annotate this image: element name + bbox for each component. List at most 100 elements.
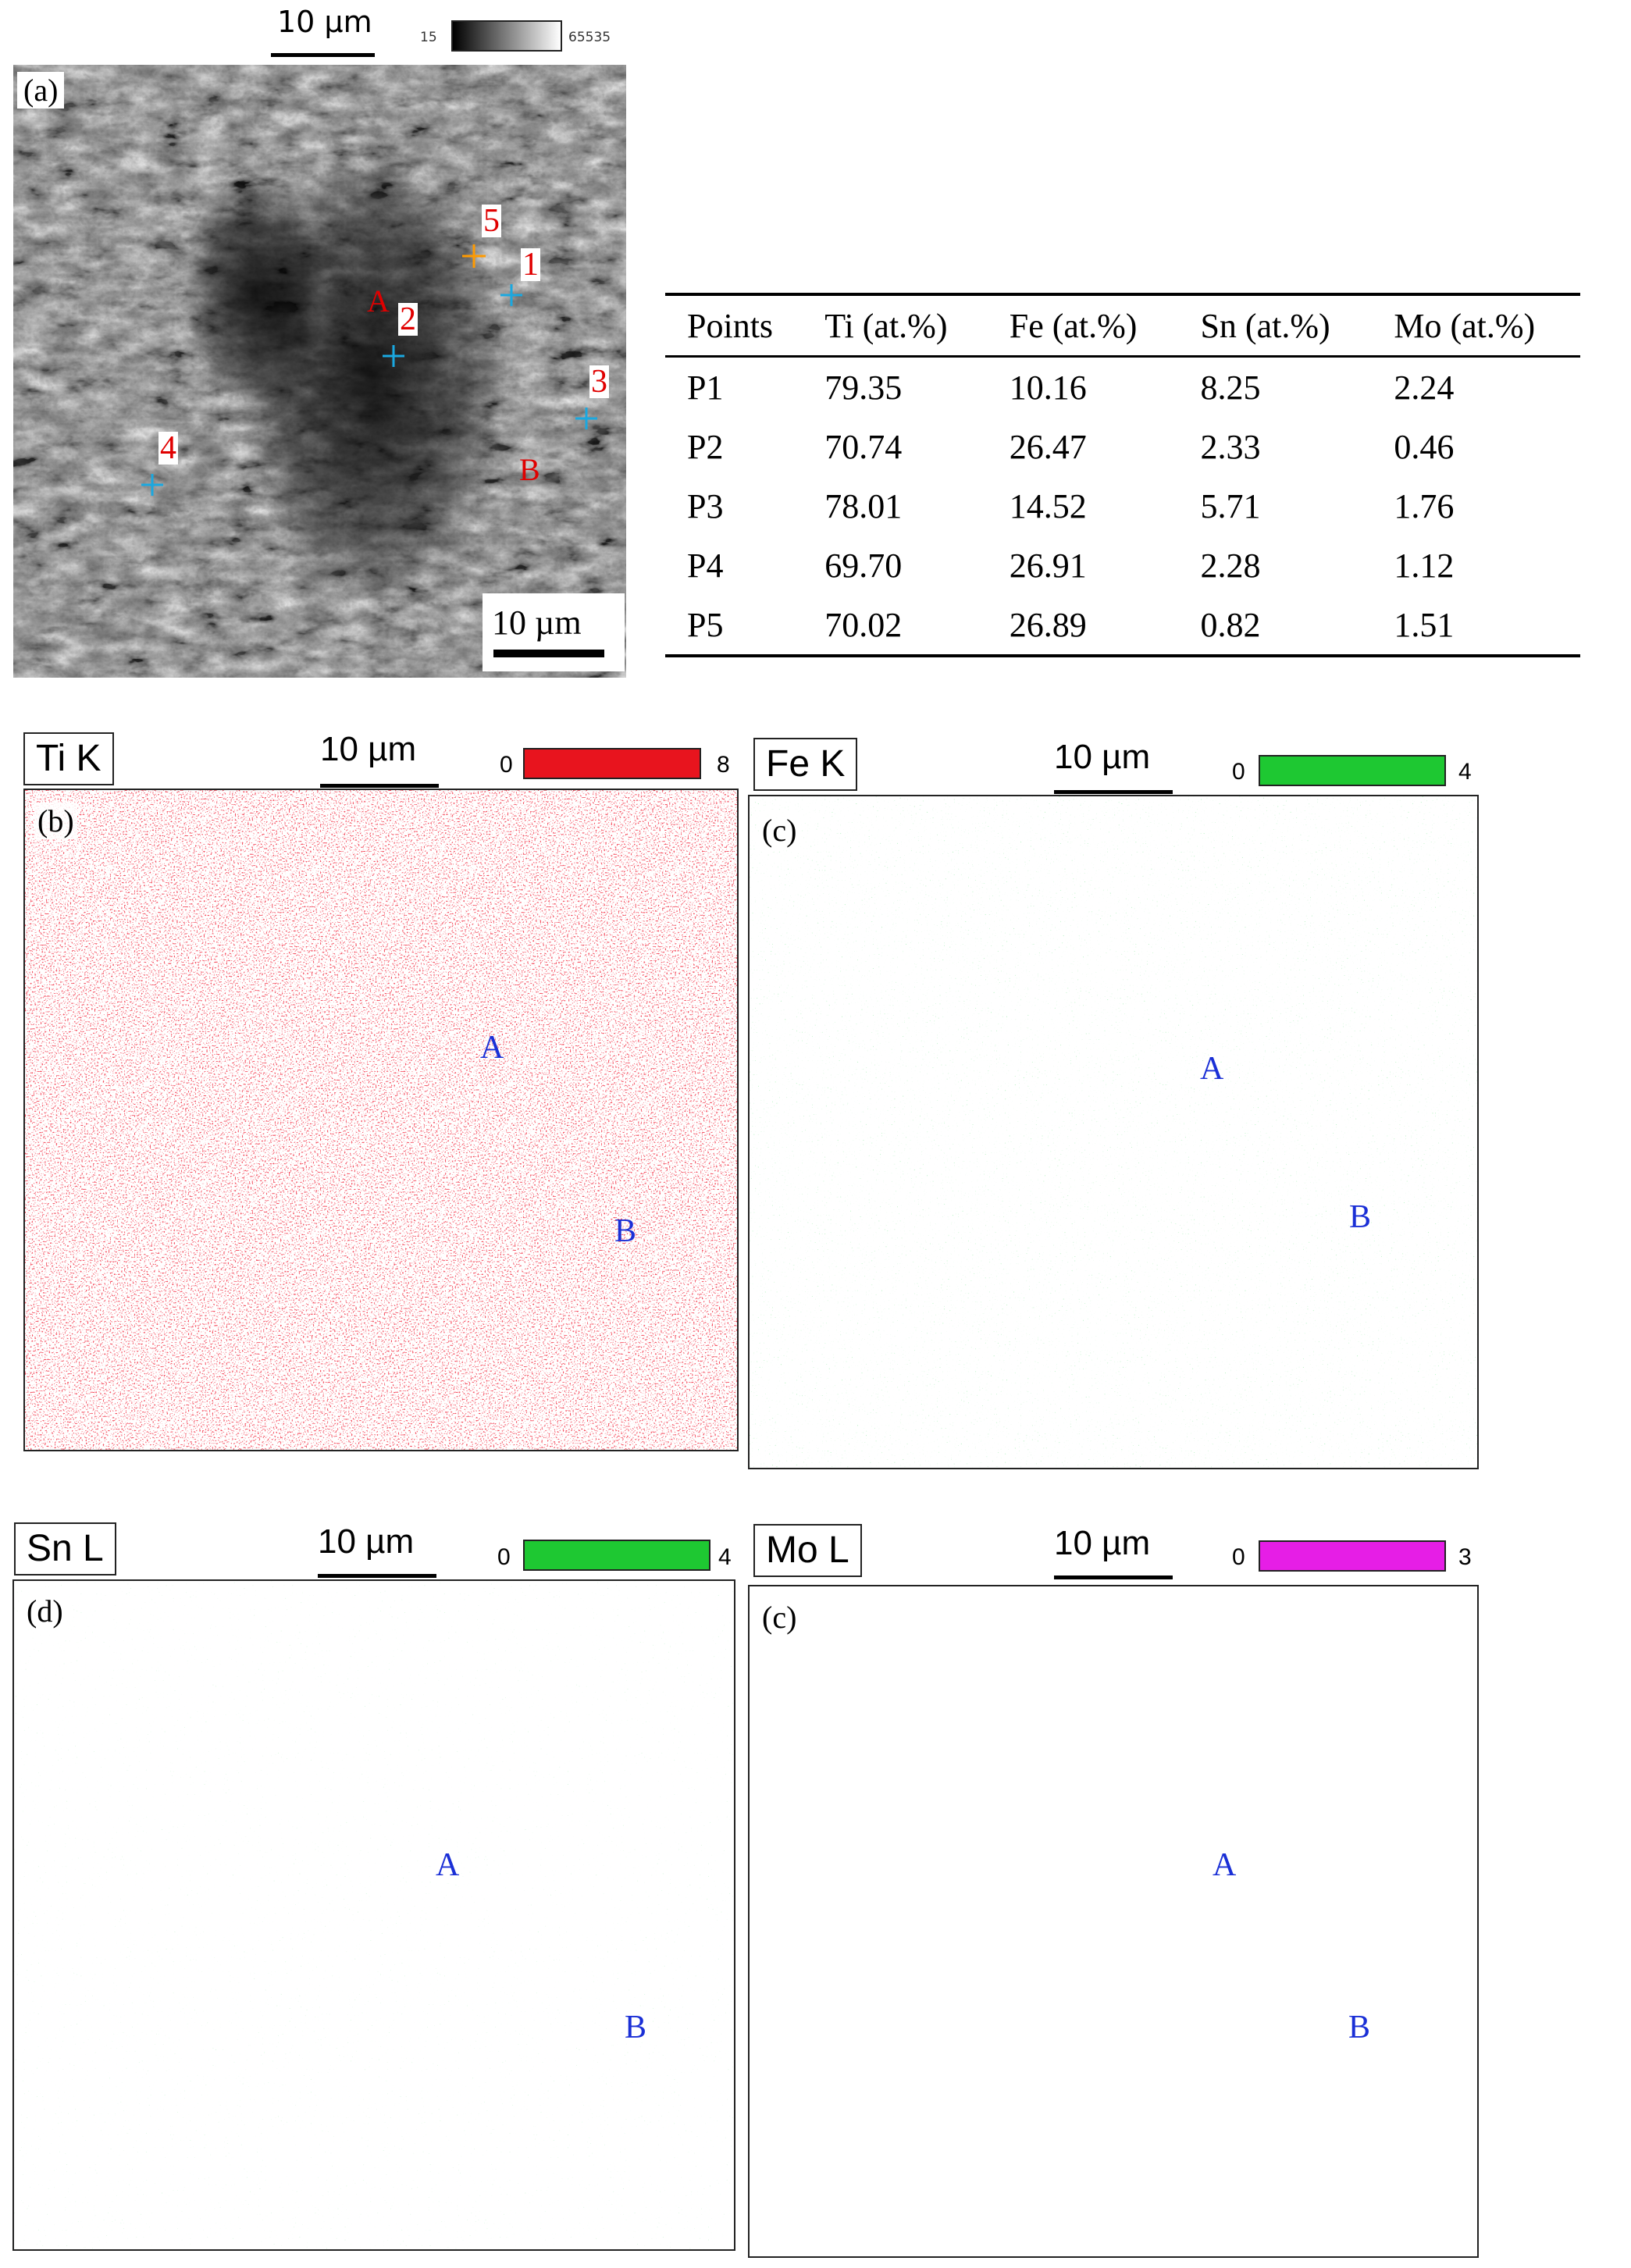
table-cell: 70.74 (824, 427, 903, 466)
map-c-scale-label: 10 µm (1054, 738, 1151, 776)
table-cell: 0.82 (1200, 605, 1261, 644)
map-b-region-a: A (480, 1030, 504, 1066)
table-cell: 2.24 (1394, 368, 1455, 407)
map-e-panel-label: (c) (759, 1599, 800, 1636)
map-d-scale-bar (318, 1574, 436, 1578)
table-header: Sn (at.%) (1200, 306, 1330, 345)
grayscale-min-label: 15 (420, 30, 437, 45)
table-header: Ti (at.%) (824, 306, 948, 345)
point-label-1: 1 (521, 247, 540, 283)
table-cell: 10.16 (1009, 368, 1087, 407)
map-d-cbar-min: 0 (497, 1544, 511, 1570)
table-cell: 1.76 (1394, 486, 1455, 525)
point-marker-1 (500, 284, 522, 306)
mo-l-map (750, 1586, 1477, 2256)
table-cell: 8.25 (1200, 368, 1261, 407)
sem-scale-box (483, 593, 625, 671)
map-e-scale-label: 10 µm (1054, 1524, 1151, 1562)
table-cell: P3 (687, 486, 724, 525)
composition-table: Points Ti (at.%) Fe (at.%) Sn (at.%) Mo … (665, 293, 1580, 657)
map-b-cbar-max: 8 (717, 752, 730, 778)
point-marker-4 (141, 474, 163, 496)
table-header: Fe (at.%) (1009, 306, 1138, 345)
point-label-3: 3 (589, 364, 609, 400)
table-cell: 26.47 (1009, 427, 1087, 466)
table-row: P4 69.70 26.91 2.28 1.12 (665, 536, 1580, 595)
table-header: Mo (at.%) (1394, 306, 1536, 345)
grayscale-max-label: 65535 (568, 30, 611, 45)
map-d-scale-label: 10 µm (318, 1522, 415, 1561)
map-d-frame (12, 1579, 735, 2251)
sem-image (13, 65, 626, 678)
map-e-region-b: B (1348, 2010, 1371, 2045)
map-b-scale-label: 10 µm (320, 730, 417, 768)
table-cell: 1.12 (1394, 546, 1455, 585)
table-header: Points (687, 306, 774, 345)
table-cell: 0.46 (1394, 427, 1455, 466)
region-b-label: B (519, 452, 540, 487)
map-d-colorbar (523, 1540, 710, 1571)
table-cell: 5.71 (1200, 486, 1261, 525)
element-dot-texture (750, 796, 1477, 1468)
map-c-cbar-min: 0 (1232, 759, 1245, 785)
ti-k-map (25, 790, 737, 1450)
map-c-region-a: A (1200, 1051, 1224, 1087)
point-label-4: 4 (158, 430, 178, 466)
map-d-element-label: Sn L (14, 1522, 116, 1575)
map-e-frame (748, 1585, 1479, 2258)
table-cell: 69.70 (824, 546, 903, 585)
map-e-scale-bar (1054, 1575, 1173, 1579)
point-label-2: 2 (398, 301, 418, 337)
map-e-region-a: A (1213, 1847, 1237, 1883)
map-b-scale-bar (320, 784, 439, 788)
table-cell: 79.35 (824, 368, 903, 407)
table-cell: 2.33 (1200, 427, 1261, 466)
map-c-panel-label: (c) (759, 812, 800, 849)
map-b-cbar-min: 0 (500, 752, 513, 778)
map-e-cbar-min: 0 (1232, 1544, 1245, 1570)
table-cell: P1 (687, 368, 724, 407)
table-header-row: Points Ti (at.%) Fe (at.%) Sn (at.%) Mo … (665, 294, 1580, 357)
element-dot-texture (25, 790, 737, 1450)
map-b-region-b: B (614, 1213, 637, 1249)
map-b-frame (23, 789, 739, 1451)
table-cell: 1.51 (1394, 605, 1455, 644)
table-cell: 26.91 (1009, 546, 1087, 585)
point-marker-3 (575, 408, 597, 429)
table-row: P2 70.74 26.47 2.33 0.46 (665, 417, 1580, 476)
table-cell: 78.01 (824, 486, 903, 525)
map-b-colorbar (523, 748, 701, 779)
table-cell: 2.28 (1200, 546, 1261, 585)
map-c-cbar-max: 4 (1458, 759, 1472, 785)
element-dot-texture (14, 1581, 734, 2249)
map-d-region-a: A (436, 1847, 460, 1883)
map-e-cbar-max: 3 (1458, 1544, 1472, 1570)
point-marker-5 (462, 244, 486, 268)
sem-top-scale-label: 10 µm (277, 5, 372, 39)
table-cell: 70.02 (824, 605, 903, 644)
sem-bottom-scale-bar (493, 650, 604, 657)
element-dot-texture (750, 1586, 1477, 2256)
map-e-element-label: Mo L (753, 1524, 862, 1577)
sn-l-map (14, 1581, 734, 2249)
map-b-element-label: Ti K (23, 732, 114, 785)
point-label-5: 5 (482, 203, 501, 239)
table-cell: P4 (687, 546, 724, 585)
map-c-scale-bar (1054, 790, 1173, 794)
region-a-label: A (367, 283, 390, 319)
fe-k-map (750, 796, 1477, 1468)
table-cell: P5 (687, 605, 724, 644)
grayscale-bar (451, 20, 562, 52)
map-e-colorbar (1259, 1540, 1446, 1572)
map-c-element-label: Fe K (753, 738, 858, 791)
table-row: P3 78.01 14.52 5.71 1.76 (665, 476, 1580, 536)
sem-bottom-scale-label: 10 µm (492, 603, 582, 642)
table-row: P1 79.35 10.16 8.25 2.24 (665, 357, 1580, 418)
table-row: P5 70.02 26.89 0.82 1.51 (665, 595, 1580, 656)
map-c-region-b: B (1349, 1199, 1372, 1235)
map-b-panel-label: (b) (34, 803, 77, 839)
sem-top-scale-bar (271, 53, 375, 57)
map-d-cbar-max: 4 (718, 1544, 732, 1570)
map-c-colorbar (1259, 755, 1446, 786)
map-d-panel-label: (d) (23, 1593, 66, 1629)
